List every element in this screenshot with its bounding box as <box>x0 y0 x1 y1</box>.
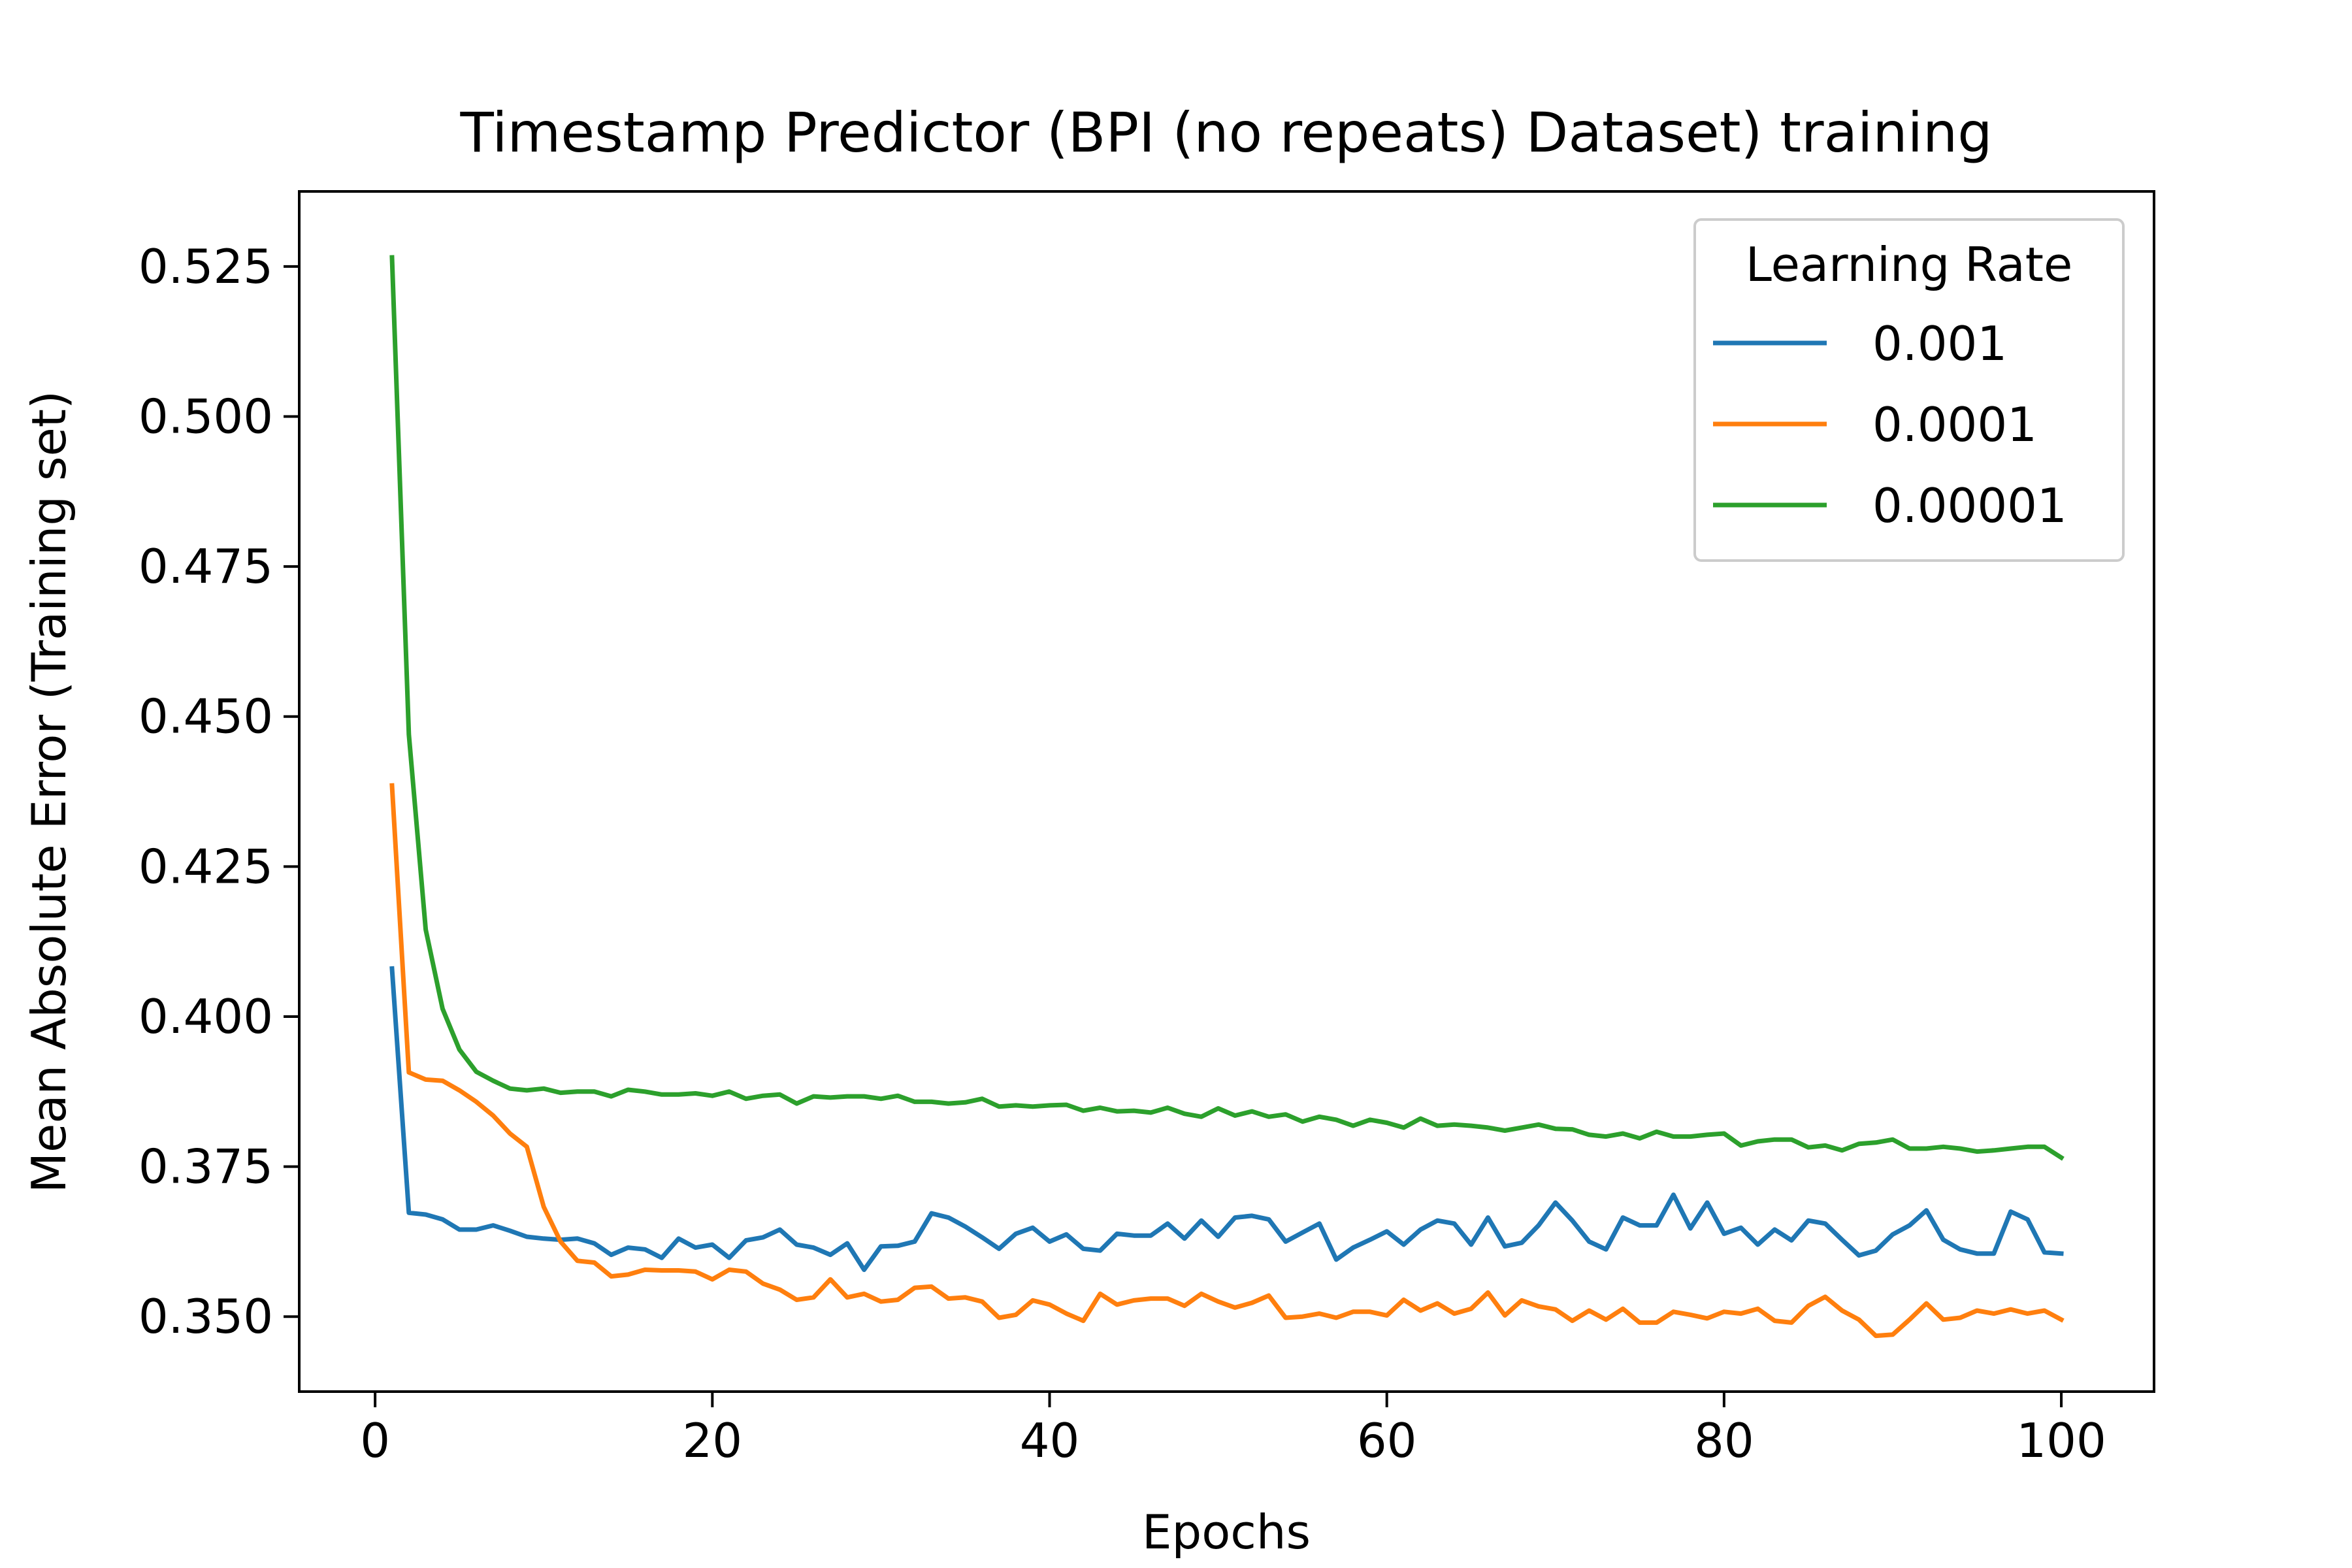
series-line-0-0001 <box>389 783 2065 1339</box>
x-tick-label: 20 <box>683 1413 743 1468</box>
y-tick-label: 0.350 <box>139 1289 273 1344</box>
series-line-0-001 <box>389 966 2064 1272</box>
x-tick-label: 100 <box>2016 1413 2106 1468</box>
series-layer <box>389 255 2065 1339</box>
x-tick-label: 0 <box>360 1413 390 1468</box>
y-tick-label: 0.450 <box>139 689 273 744</box>
legend-label: 0.00001 <box>1872 478 2067 533</box>
y-axis-label: Mean Absolute Error (Training set) <box>22 391 76 1193</box>
plot-frame <box>298 190 2155 1393</box>
legend-entries: 0.001 0.0001 0.00001 <box>1713 316 2067 533</box>
plot-area <box>298 190 2155 1393</box>
y-tick-label: 0.400 <box>139 989 273 1044</box>
legend-box <box>1693 218 2125 562</box>
x-tick-label: 80 <box>1694 1413 1754 1468</box>
y-tick-label: 0.500 <box>139 389 273 444</box>
series-line-0-00001 <box>389 255 2065 1161</box>
x-tick-label: 60 <box>1357 1413 1417 1468</box>
x-axis-label: Epochs <box>1142 1505 1311 1560</box>
x-axis: 0 20 40 60 80 100 <box>360 1392 2106 1468</box>
legend: Learning Rate 0.001 0.0001 0.00001 <box>1693 218 2125 562</box>
chart-title: Timestamp Predictor (BPI (no repeats) Da… <box>459 101 1992 165</box>
y-tick-label: 0.425 <box>139 839 273 894</box>
legend-title: Learning Rate <box>1746 237 2073 292</box>
y-tick-label: 0.375 <box>139 1139 273 1194</box>
y-tick-label: 0.475 <box>139 539 273 594</box>
legend-label: 0.001 <box>1872 316 2007 371</box>
x-tick-label: 40 <box>1020 1413 1080 1468</box>
legend-label: 0.0001 <box>1872 397 2037 452</box>
y-tick-label: 0.525 <box>139 239 273 294</box>
y-axis: 0.350 0.375 0.400 0.425 0.450 0.475 0.500 0.525 <box>139 239 299 1344</box>
